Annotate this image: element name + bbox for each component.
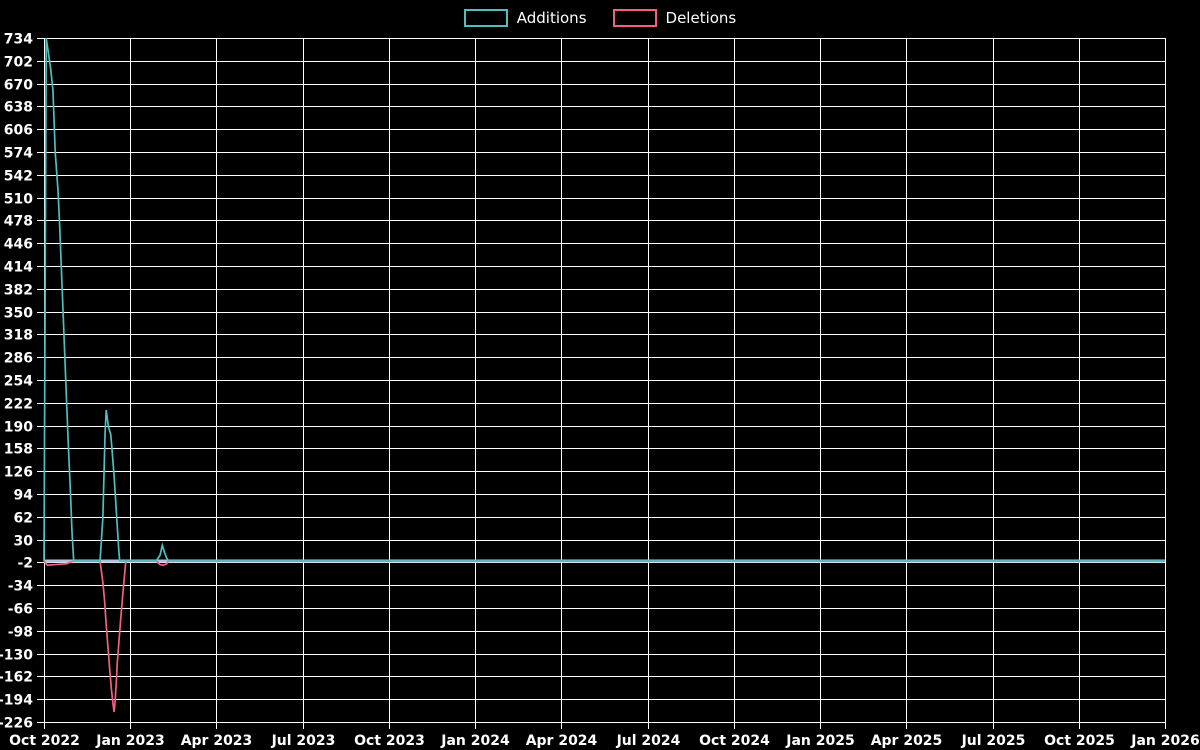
y-axis-tick-label: 382 — [4, 283, 33, 299]
x-axis-tick-label: Jan 2024 — [440, 733, 510, 749]
y-axis-tick-label: 574 — [4, 146, 33, 162]
series-line-additions — [43, 37, 1165, 562]
x-axis-tick-label: Oct 2024 — [699, 733, 770, 749]
y-axis-tick-label: 222 — [4, 397, 33, 413]
x-axis-tick-label: Jan 2023 — [95, 733, 164, 749]
y-axis-tick-label: 62 — [14, 511, 33, 527]
y-axis-tick-label: -226 — [0, 716, 33, 732]
y-axis-tick-label: 414 — [4, 260, 33, 276]
gridlines — [37, 37, 1167, 729]
y-axis-tick-label: -98 — [8, 625, 33, 641]
y-axis-tick-label: 350 — [4, 306, 33, 322]
series-line-deletions — [43, 560, 1165, 713]
y-axis-tick-label: 542 — [4, 169, 33, 185]
y-axis-tick-label: 318 — [4, 328, 33, 344]
x-axis-labels: Oct 2022 Jan 2023 Apr 2023 Jul 2023 Oct 2023… — [9, 733, 1200, 749]
x-axis-tick-label: Apr 2023 — [181, 733, 253, 749]
x-axis-tick-label: Jan 2026 — [1130, 733, 1199, 749]
y-axis-tick-label: 286 — [4, 351, 33, 367]
x-axis-tick-label: Jan 2025 — [785, 733, 854, 749]
y-axis-tick-label: 702 — [4, 55, 33, 71]
y-axis-tick-label: -34 — [8, 579, 34, 595]
y-axis-tick-label: -66 — [8, 602, 33, 618]
x-axis-tick-label: Apr 2024 — [526, 733, 598, 749]
y-axis-tick-label: -162 — [0, 670, 33, 686]
y-axis-tick-label: 158 — [4, 442, 33, 458]
x-axis-tick-label: Jul 2024 — [616, 733, 681, 749]
y-axis-labels: 734 702 670 638 606 574 542 510 478 446 414 382 350 3… — [0, 32, 33, 732]
y-axis-tick-label: 638 — [4, 100, 33, 116]
y-axis-tick-label: 478 — [4, 214, 33, 230]
y-axis-tick-label: 30 — [14, 534, 34, 550]
y-axis-tick-label: -194 — [0, 693, 33, 709]
y-axis-tick-label: 606 — [4, 123, 33, 139]
series-lines — [43, 37, 1165, 713]
y-axis-tick-label: 94 — [14, 488, 34, 504]
y-axis-tick-label: 510 — [4, 192, 33, 208]
y-axis-tick-label: 670 — [4, 78, 33, 94]
x-axis-tick-label: Apr 2025 — [871, 733, 943, 749]
x-axis-tick-label: Jul 2023 — [271, 733, 336, 749]
x-axis-tick-label: Jul 2025 — [961, 733, 1026, 749]
x-axis-tick-label: Oct 2022 — [9, 733, 80, 749]
y-axis-tick-label: 446 — [4, 237, 33, 253]
y-axis-tick-label: 254 — [4, 374, 33, 390]
x-axis-tick-label: Oct 2025 — [1044, 733, 1115, 749]
x-axis-tick-label: Oct 2023 — [354, 733, 425, 749]
y-axis-tick-label: 734 — [4, 32, 33, 48]
y-axis-tick-label: 126 — [4, 465, 33, 481]
y-axis-tick-label: -2 — [17, 556, 33, 572]
y-axis-tick-label: 190 — [4, 420, 33, 436]
y-axis-tick-label: -130 — [0, 648, 33, 664]
